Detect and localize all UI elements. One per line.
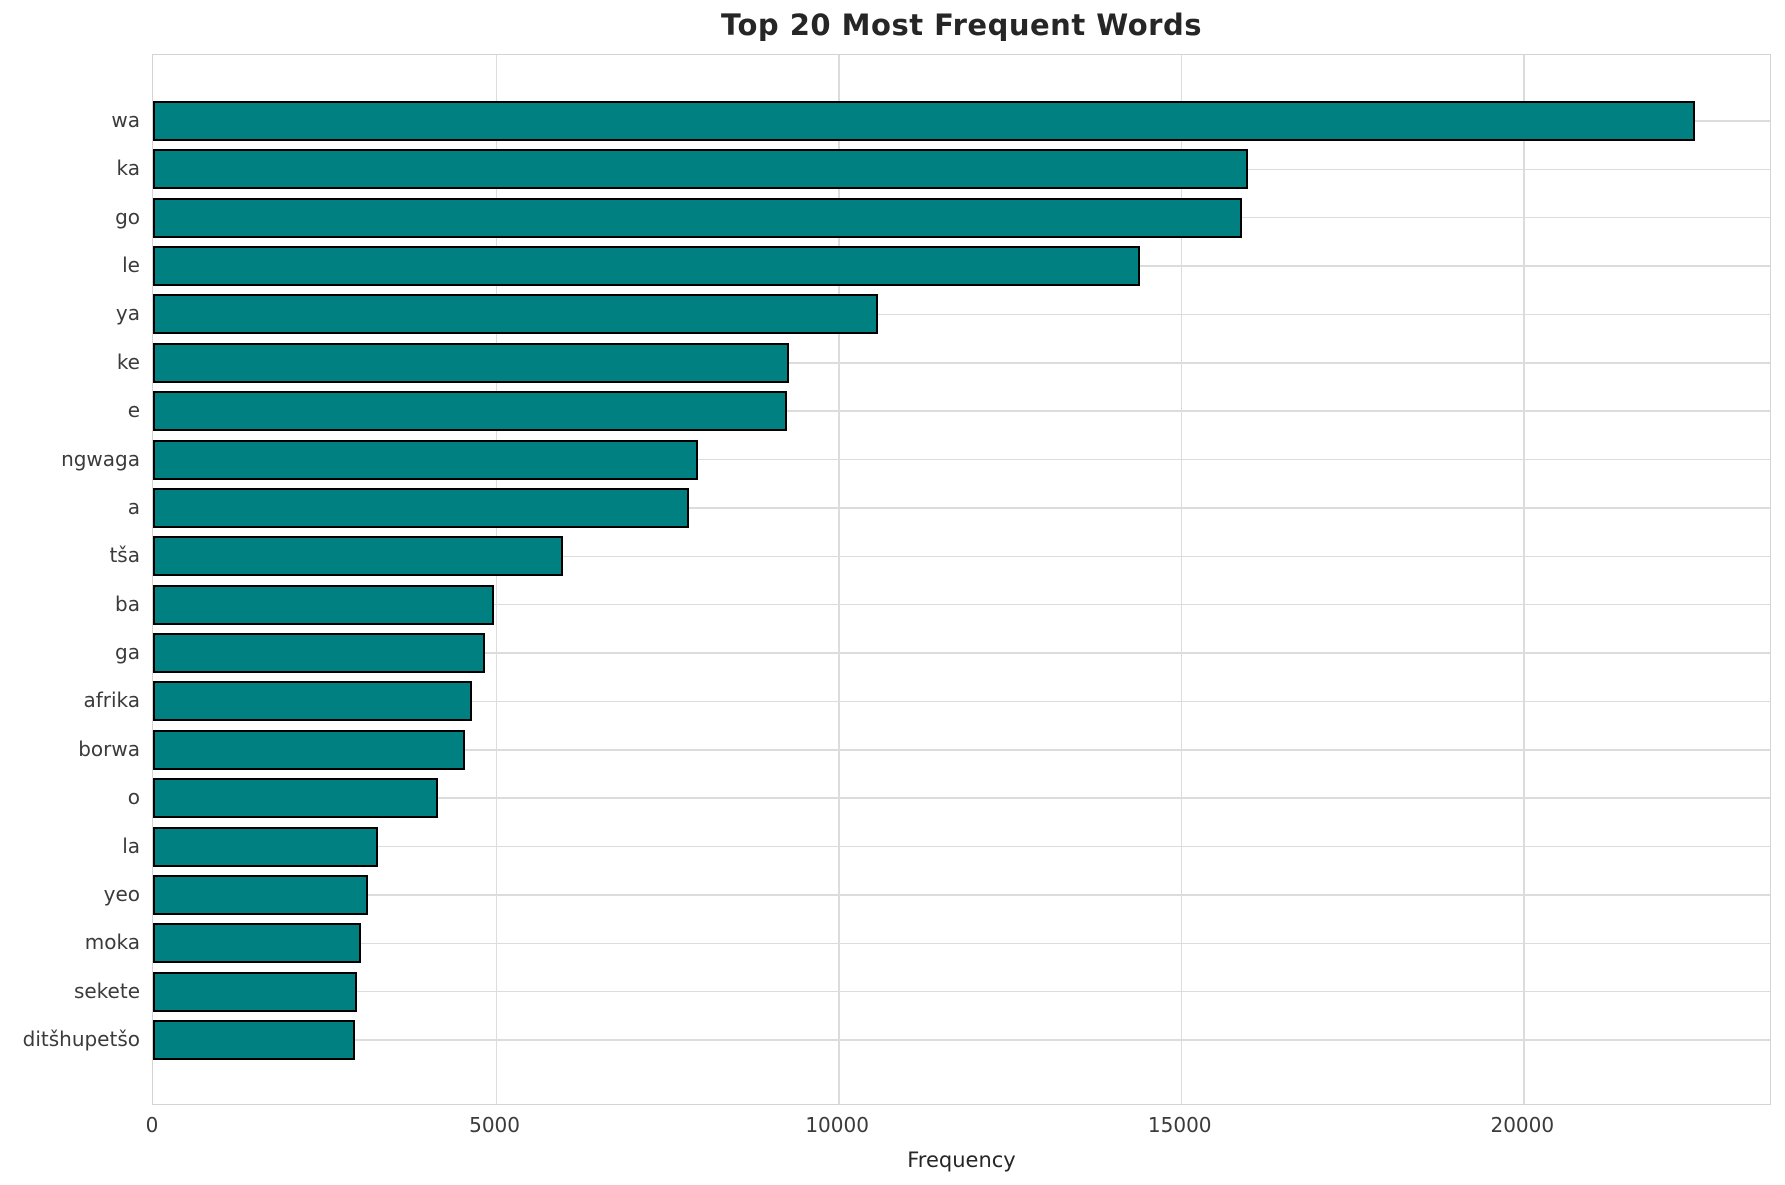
bar-tša — [153, 536, 563, 577]
horizontal-gridline — [153, 845, 1770, 848]
horizontal-gridline — [153, 1039, 1770, 1041]
y-tick-label: yeo — [103, 881, 140, 906]
horizontal-gridline — [153, 555, 1770, 558]
bar-afrika — [153, 681, 473, 722]
y-tick-label: le — [122, 253, 140, 278]
y-tick-label: ditšhupetšo — [22, 1027, 140, 1051]
y-tick-label: tša — [109, 543, 140, 568]
bar-moka — [153, 923, 361, 964]
y-tick-label: ke — [116, 349, 140, 374]
bar-ke — [153, 342, 789, 383]
vertical-gridline — [838, 55, 840, 1104]
horizontal-gridline — [153, 700, 1770, 703]
horizontal-gridline — [153, 362, 1770, 364]
horizontal-gridline — [153, 652, 1770, 654]
x-tick-label: 15000 — [1147, 1113, 1212, 1137]
horizontal-gridline — [153, 458, 1770, 461]
vertical-gridline — [1523, 55, 1525, 1104]
bar-ba — [153, 584, 495, 625]
y-tick-label: borwa — [78, 736, 140, 761]
bar-le — [153, 246, 1140, 287]
bar-borwa — [153, 729, 465, 770]
y-tick-label: a — [127, 494, 140, 519]
y-tick-label: o — [127, 785, 140, 810]
horizontal-gridline — [153, 942, 1770, 944]
y-tick-label: e — [127, 398, 140, 423]
bar-ya — [153, 294, 878, 335]
bar-ngwaga — [153, 439, 698, 480]
horizontal-gridline — [153, 990, 1770, 993]
y-tick-label: ka — [116, 156, 141, 181]
x-tick-label: 20000 — [1490, 1113, 1555, 1137]
bar-go — [153, 197, 1242, 238]
bar-o — [153, 778, 439, 819]
bar-la — [153, 826, 378, 867]
x-axis-label: Frequency — [907, 1148, 1016, 1172]
horizontal-gridline — [153, 507, 1770, 509]
horizontal-gridline — [153, 313, 1770, 316]
y-tick-label: ba — [115, 591, 140, 616]
vertical-gridline — [495, 55, 498, 1104]
y-tick-label: sekete — [73, 978, 140, 1003]
y-tick-label: la — [122, 833, 140, 858]
x-tick-label: 0 — [145, 1113, 159, 1137]
x-axis-tick-labels: 0 5000 10000 15000 20000 — [146, 1113, 1771, 1143]
y-tick-label: ngwaga — [61, 446, 140, 471]
horizontal-gridline — [153, 797, 1770, 799]
horizontal-gridline — [153, 410, 1770, 412]
bar-ka — [153, 149, 1248, 190]
horizontal-gridline — [153, 749, 1770, 751]
y-axis-tick-labels: wa ka go le ya ke e ngwaga a tša ba ga afrika borwa o l… — [0, 54, 140, 1105]
plot-area — [152, 54, 1771, 1105]
y-tick-label: wa — [111, 108, 140, 132]
bar-wa — [153, 101, 1695, 141]
x-tick-label: 10000 — [805, 1113, 869, 1137]
vertical-gridline — [1180, 55, 1183, 1104]
y-tick-label: ga — [115, 640, 140, 665]
y-tick-label: afrika — [83, 688, 140, 713]
bar-ga — [153, 633, 486, 674]
bar-ditšhupetšo — [153, 1020, 356, 1060]
x-tick-label: 5000 — [469, 1113, 521, 1137]
bar-e — [153, 391, 788, 432]
y-tick-label: go — [115, 204, 140, 229]
y-tick-label: moka — [84, 930, 140, 955]
horizontal-gridline — [153, 894, 1770, 896]
horizontal-gridline — [153, 603, 1770, 606]
bar-sekete — [153, 971, 358, 1012]
chart-title: Top 20 Most Frequent Words — [721, 8, 1202, 42]
bar-yeo — [153, 874, 369, 915]
bar-a — [153, 487, 690, 528]
y-tick-label: ya — [115, 301, 140, 326]
